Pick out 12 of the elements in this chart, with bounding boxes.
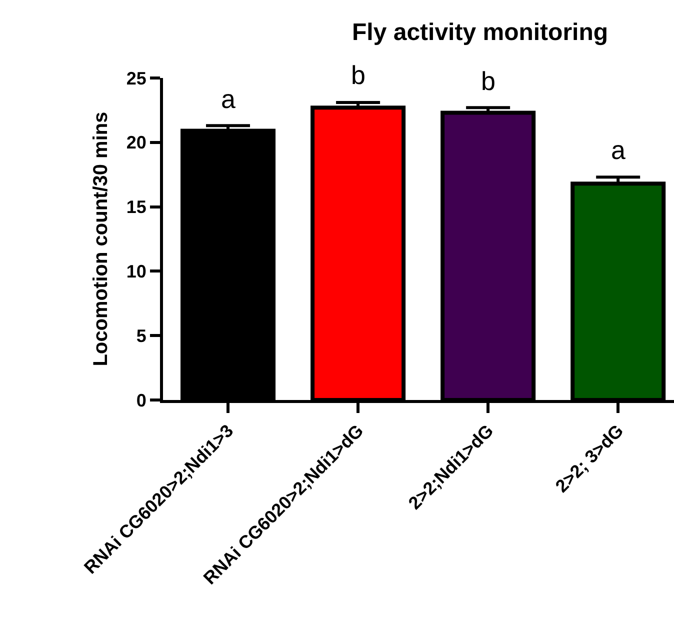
y-tick-label: 25 — [126, 68, 146, 88]
annotation: a — [221, 84, 236, 114]
annotation: a — [611, 135, 626, 165]
annotation: b — [481, 66, 496, 96]
y-tick-label: 0 — [136, 390, 146, 410]
y-tick-label: 10 — [126, 262, 146, 282]
chart-title: Fly activity monitoring — [352, 19, 608, 46]
y-tick-label: 5 — [136, 326, 146, 346]
y-tick-label: 20 — [126, 132, 146, 153]
annotation: b — [351, 60, 366, 90]
y-tick-label: 15 — [126, 197, 146, 218]
y-axis-title: Locomotion count/30 mins — [90, 112, 112, 366]
